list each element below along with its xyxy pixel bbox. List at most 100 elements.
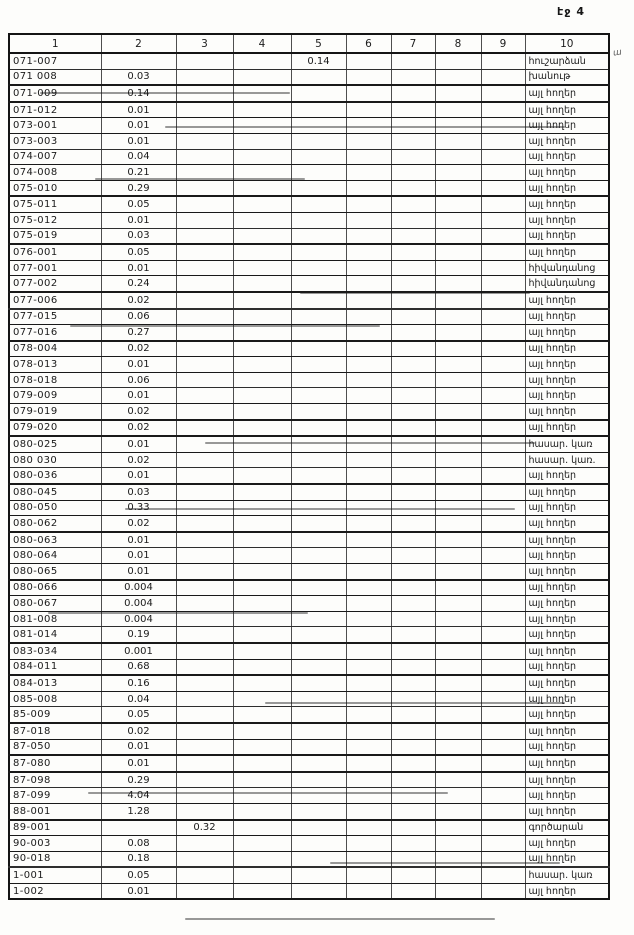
table-row: 075-011 0.05 այլ հողեր [9, 196, 610, 213]
value-cell [435, 69, 482, 87]
value-cell [233, 755, 292, 773]
table-row: 87-080 0.01 այլ հողեր [9, 755, 610, 773]
value-cell [391, 787, 436, 804]
value-cell [233, 484, 292, 501]
land-use-cell: այլ հողեր [525, 771, 610, 789]
value-cell [481, 722, 526, 740]
land-use-cell: այլ հողեր [525, 244, 610, 261]
value-cell [291, 85, 347, 103]
value-cell [346, 867, 392, 884]
value-cell [233, 659, 292, 677]
value-cell [435, 531, 482, 549]
land-parcels-table: 1 2 3 4 5 6 7 8 9 10 071-007 0.14 հուշարձան 071 008 0… [8, 33, 610, 901]
value-cell: 0.03 [101, 228, 177, 246]
table-row: 88-001 1.28 այլ հողեր [9, 803, 610, 821]
table-row: 080-067 0.004 այլ հողեր [9, 595, 610, 612]
value-cell [233, 356, 292, 373]
value-cell: 0.01 [101, 547, 177, 564]
parcel-code-cell: 075-010 [9, 180, 102, 198]
value-cell [176, 324, 234, 342]
value-cell [233, 563, 292, 581]
land-use-cell: այլ հողեր [525, 755, 610, 773]
value-cell [435, 452, 482, 469]
value-cell [391, 531, 436, 549]
value-cell [481, 595, 526, 612]
value-cell [291, 228, 347, 246]
value-cell [176, 387, 234, 405]
table-header-row: 1 2 3 4 5 6 7 8 9 10 [9, 33, 610, 54]
value-cell [435, 722, 482, 740]
value-cell [346, 308, 392, 326]
table-row: 080-063 0.01 այլ հողեր [9, 531, 610, 549]
value-cell [346, 467, 392, 486]
value-cell [435, 803, 482, 821]
table-row: 075-019 0.03 այլ հողեր [9, 228, 610, 246]
parcel-code-cell: 1-002 [9, 883, 102, 900]
table-row: 071-012 0.01 այլ հողեր [9, 101, 610, 119]
parcel-code-cell: 074-007 [9, 149, 102, 166]
value-cell [291, 579, 347, 597]
value-cell [233, 133, 292, 150]
value-cell [481, 452, 526, 469]
value-cell: 0.06 [101, 372, 177, 389]
value-cell [346, 642, 392, 660]
value-cell: 0.01 [101, 387, 177, 405]
value-cell [233, 85, 292, 103]
value-cell [481, 117, 526, 134]
value-cell [435, 212, 482, 229]
land-use-cell: այլ հողեր [525, 739, 610, 757]
land-use-cell: հասար. կառ [525, 867, 610, 884]
value-cell [233, 803, 292, 821]
value-cell [435, 149, 482, 166]
value-cell [481, 308, 526, 326]
value-cell: 0.05 [101, 196, 177, 213]
value-cell [346, 228, 392, 246]
value-cell [346, 500, 392, 517]
value-cell [346, 403, 392, 421]
value-cell [391, 691, 436, 708]
value-cell [233, 835, 292, 852]
value-cell [291, 275, 347, 293]
value-cell: 0.02 [101, 452, 177, 469]
value-cell [391, 436, 436, 453]
parcel-code-cell: 076-001 [9, 244, 102, 261]
value-cell: 0.03 [101, 484, 177, 501]
value-cell [481, 515, 526, 533]
value-cell [233, 419, 292, 438]
table-row: 90-018 0.18 այլ հողեր [9, 851, 610, 869]
value-cell [346, 356, 392, 373]
value-cell [233, 244, 292, 261]
value-cell [346, 387, 392, 405]
land-use-cell: այլ հողեր [525, 691, 610, 708]
value-cell [391, 819, 436, 837]
value-cell [176, 547, 234, 564]
value-cell [346, 180, 392, 198]
value-cell [391, 547, 436, 564]
value-cell [391, 419, 436, 438]
land-use-cell: այլ հողեր [525, 706, 610, 724]
table-row: 084-011 0.68 այլ հողեր [9, 659, 610, 677]
table-row: 076-001 0.05 այլ հողեր [9, 244, 610, 261]
value-cell: 0.01 [101, 739, 177, 757]
value-cell [435, 579, 482, 597]
table-row: 080-064 0.01 այլ հողեր [9, 547, 610, 564]
value-cell [176, 196, 234, 213]
value-cell [391, 403, 436, 421]
land-use-cell: այլ հողեր [525, 340, 610, 358]
value-cell [233, 291, 292, 310]
value-cell [346, 164, 392, 181]
value-cell [291, 755, 347, 773]
value-cell [346, 626, 392, 644]
value-cell [346, 69, 392, 87]
value-cell: 0.29 [101, 180, 177, 198]
table-row: 1-001 0.05 հասար. կառ [9, 867, 610, 884]
value-cell [435, 228, 482, 246]
parcel-code-cell: 071-007 [9, 53, 102, 70]
value-cell [346, 803, 392, 821]
value-cell [481, 691, 526, 708]
land-use-cell: այլ հողեր [525, 675, 610, 692]
value-cell [481, 626, 526, 644]
value-cell [481, 531, 526, 549]
value-cell [391, 452, 436, 469]
value-cell [291, 244, 347, 261]
